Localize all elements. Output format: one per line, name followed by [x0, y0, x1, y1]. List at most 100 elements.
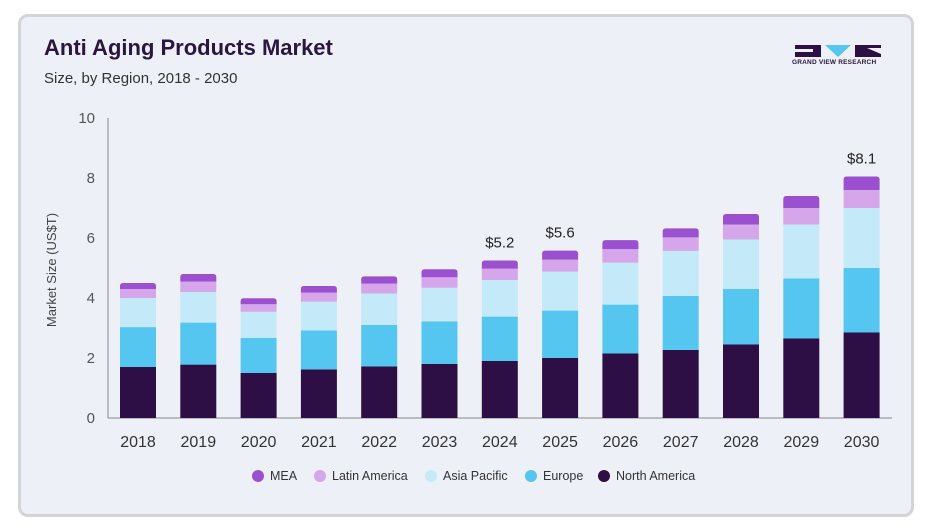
bar-segment-europe [662, 295, 699, 350]
bar-segment-north-america [180, 364, 217, 418]
data-label: $5.2 [485, 235, 514, 252]
legend-swatch [525, 470, 537, 482]
bar-segment-north-america [602, 353, 639, 418]
bar-segment-mea [361, 276, 398, 284]
legend-swatch [252, 470, 264, 482]
bar-segment-latin-america [843, 190, 880, 208]
legend-label: Europe [543, 469, 584, 483]
bar-segment-mea [300, 286, 337, 293]
x-tick-label: 2029 [784, 434, 820, 451]
bar-segment-latin-america [421, 277, 458, 288]
bar-segment-north-america [481, 361, 518, 418]
bar-segment-north-america [723, 344, 759, 418]
x-tick-label: 2030 [844, 434, 880, 451]
bar-segment-asia-pacific [481, 280, 518, 317]
bar-segment-north-america [120, 367, 156, 418]
legend-item-europe: Europe [525, 466, 583, 486]
chart-card [18, 14, 914, 517]
x-tick-label: 2022 [361, 434, 397, 451]
x-tick-label: 2021 [301, 434, 337, 451]
bar-segment-mea [421, 269, 458, 278]
grand-view-research-logo-icon [795, 45, 881, 57]
bar-segment-asia-pacific [662, 250, 699, 296]
bar-segment-europe [120, 327, 156, 367]
bar-segment-mea [602, 240, 639, 250]
x-tick-label: 2019 [181, 434, 217, 451]
y-tick-label: 0 [87, 410, 95, 427]
legend-item-mea: MEA [252, 466, 297, 486]
chart-legend: MEA Latin America Asia Pacific Europe North … [0, 466, 939, 486]
legend-label: Asia Pacific [443, 469, 508, 483]
bar-segment-latin-america [120, 289, 156, 298]
x-tick-label: 2023 [422, 434, 458, 451]
x-tick-label: 2020 [241, 434, 277, 451]
x-tick-label: 2027 [663, 434, 699, 451]
legend-item-latin-america: Latin America [314, 466, 408, 486]
bar-segment-north-america [843, 332, 880, 418]
bar-segment-asia-pacific [723, 239, 759, 289]
logo-text: GRAND VIEW RESEARCH [792, 59, 877, 66]
bar-segment-asia-pacific [361, 293, 398, 325]
x-tick-label: 2024 [482, 434, 518, 451]
bar-segment-asia-pacific [300, 301, 337, 331]
legend-item-asia-pacific: Asia Pacific [425, 466, 508, 486]
x-tick-label: 2026 [603, 434, 639, 451]
bar-segment-latin-america [542, 259, 579, 272]
x-tick-label: 2018 [120, 434, 156, 451]
bar-segment-asia-pacific [542, 271, 579, 311]
bar-segment-latin-america [783, 208, 820, 225]
bar-segment-latin-america [481, 268, 518, 280]
bar-segment-north-america [783, 338, 820, 418]
bar-segment-latin-america [662, 237, 699, 251]
bar-segment-mea [783, 196, 820, 208]
bar-segment-north-america [662, 349, 699, 418]
legend-label: Latin America [332, 469, 408, 483]
bar-segment-europe [723, 289, 759, 345]
bar-segment-europe [542, 310, 579, 358]
legend-label: North America [616, 469, 696, 483]
legend-swatch [425, 470, 437, 482]
x-tick-label: 2028 [723, 434, 759, 451]
y-tick-label: 6 [87, 230, 95, 247]
bar-segment-latin-america [602, 249, 639, 263]
bar-segment-mea [240, 298, 277, 305]
bar-segment-europe [843, 268, 880, 333]
bar-segment-mea [481, 260, 518, 269]
bar-segment-mea [843, 176, 880, 190]
bar-segment-mea [180, 274, 217, 282]
bar-segment-europe [361, 325, 398, 367]
bar-segment-asia-pacific [602, 262, 639, 305]
data-label: $8.1 [847, 151, 876, 168]
bar-segment-latin-america [361, 283, 398, 294]
bar-segment-north-america [361, 366, 398, 418]
bar-segment-europe [240, 337, 277, 373]
bar-segment-mea [662, 228, 699, 238]
bar-segment-europe [300, 330, 337, 370]
bar-segment-latin-america [240, 304, 277, 312]
x-tick-label: 2025 [542, 434, 578, 451]
bar-segment-asia-pacific [240, 311, 277, 338]
y-tick-label: 8 [87, 170, 95, 187]
bar-segment-north-america [421, 364, 458, 418]
bar-segment-north-america [542, 358, 579, 418]
bar-segment-north-america [300, 369, 337, 418]
bar-segment-north-america [240, 373, 277, 418]
bar-segment-latin-america [300, 292, 337, 302]
bar-segment-asia-pacific [120, 298, 156, 328]
bar-segment-latin-america [180, 281, 217, 292]
bar-segment-europe [602, 304, 639, 354]
bar-segment-asia-pacific [180, 292, 217, 323]
legend-swatch [314, 470, 326, 482]
bar-segment-asia-pacific [421, 287, 458, 322]
bar-segment-mea [723, 214, 759, 225]
bar-segment-mea [542, 250, 579, 260]
legend-item-north-america: North America [598, 466, 695, 486]
bar-segment-europe [180, 322, 217, 365]
bar-segment-europe [481, 316, 518, 361]
bar-segment-latin-america [723, 224, 759, 240]
chart-subtitle: Size, by Region, 2018 - 2030 [44, 70, 238, 87]
legend-label: MEA [270, 469, 298, 483]
y-tick-label: 4 [87, 290, 95, 307]
bar-segment-mea [120, 283, 156, 289]
